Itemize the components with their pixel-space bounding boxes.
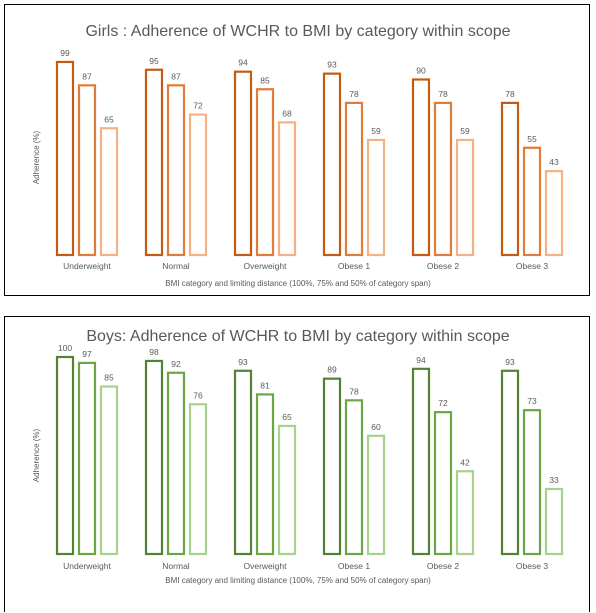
girls-data-label: 94 bbox=[238, 58, 248, 68]
girls-chart-svg: Girls : Adherence of WCHR to BMI by cate… bbox=[32, 23, 564, 288]
boys-bar-obese-2-s1 bbox=[411, 367, 431, 556]
boys-data-label: 92 bbox=[171, 359, 181, 369]
girls-data-label: 95 bbox=[149, 56, 159, 66]
girls-bar-obese-3-s3 bbox=[544, 170, 564, 257]
boys-bar-normal-s3 bbox=[188, 403, 208, 556]
girls-bar-obese-2-s2 bbox=[433, 101, 453, 257]
boys-data-label: 98 bbox=[149, 347, 159, 357]
boys-data-label: 76 bbox=[193, 390, 203, 400]
girls-data-label: 87 bbox=[82, 71, 92, 81]
boys-x-tick-label: Overweight bbox=[244, 561, 288, 571]
boys-data-label: 78 bbox=[349, 386, 359, 396]
boys-data-label: 100 bbox=[58, 343, 72, 353]
girls-bar-underweight-s1 bbox=[55, 60, 75, 257]
girls-data-label: 87 bbox=[171, 71, 181, 81]
girls-bar-obese-1-s2 bbox=[344, 101, 364, 257]
boys-bar-obese-3-s3 bbox=[544, 487, 564, 556]
boys-bar-obese-1-s2 bbox=[344, 399, 364, 556]
boys-data-label: 33 bbox=[549, 475, 559, 485]
boys-bar-obese-1-s1 bbox=[322, 377, 342, 556]
boys-bar-overweight-s3 bbox=[277, 424, 297, 556]
girls-bar-overweight-s2 bbox=[255, 88, 275, 257]
girls-data-label: 59 bbox=[371, 126, 381, 136]
girls-data-label: 78 bbox=[349, 89, 359, 99]
boys-x-tick-label: Normal bbox=[162, 561, 190, 571]
boys-data-label: 60 bbox=[371, 422, 381, 432]
girls-data-label: 90 bbox=[416, 66, 426, 76]
girls-bar-normal-s2 bbox=[166, 84, 186, 257]
girls-bar-obese-1-s1 bbox=[322, 72, 342, 257]
girls-bar-obese-3-s2 bbox=[522, 146, 542, 257]
boys-x-tick-label: Obese 2 bbox=[427, 561, 459, 571]
girls-x-tick-label: Obese 3 bbox=[516, 261, 548, 271]
boys-data-label: 94 bbox=[416, 355, 426, 365]
girls-bar-obese-2-s1 bbox=[411, 78, 431, 257]
boys-data-label: 93 bbox=[238, 357, 248, 367]
boys-x-tick-label: Underweight bbox=[63, 561, 111, 571]
girls-y-axis-label: Adherence (%) bbox=[32, 130, 41, 184]
girls-bar-underweight-s2 bbox=[77, 84, 97, 257]
boys-bar-overweight-s2 bbox=[255, 393, 275, 556]
boys-data-label: 81 bbox=[260, 380, 270, 390]
girls-x-tick-label: Normal bbox=[162, 261, 190, 271]
boys-x-tick-label: Obese 3 bbox=[516, 561, 548, 571]
boys-bar-normal-s2 bbox=[166, 371, 186, 556]
boys-bar-obese-3-s1 bbox=[500, 369, 520, 556]
girls-bar-obese-2-s3 bbox=[455, 138, 475, 257]
girls-bar-obese-3-s1 bbox=[500, 101, 520, 257]
girls-bar-underweight-s3 bbox=[99, 127, 119, 257]
girls-x-tick-label: Obese 1 bbox=[338, 261, 370, 271]
boys-bar-overweight-s1 bbox=[233, 369, 253, 556]
girls-data-label: 68 bbox=[282, 108, 292, 118]
girls-chart-panel: Girls : Adherence of WCHR to BMI by cate… bbox=[4, 4, 590, 296]
girls-data-label: 59 bbox=[460, 126, 470, 136]
girls-data-label: 43 bbox=[549, 157, 559, 167]
girls-x-axis-label: BMI category and limiting distance (100%… bbox=[165, 279, 431, 288]
boys-x-axis-label: BMI category and limiting distance (100%… bbox=[165, 576, 431, 585]
girls-x-tick-label: Underweight bbox=[63, 261, 111, 271]
boys-data-label: 42 bbox=[460, 457, 470, 467]
boys-bar-underweight-s2 bbox=[77, 361, 97, 556]
boys-y-axis-label: Adherence (%) bbox=[32, 428, 41, 482]
girls-chart-title: Girls : Adherence of WCHR to BMI by cate… bbox=[85, 23, 510, 40]
boys-data-label: 89 bbox=[327, 365, 337, 375]
boys-bar-underweight-s3 bbox=[99, 385, 119, 556]
boys-chart-panel: Boys: Adherence of WCHR to BMI by catego… bbox=[4, 316, 590, 612]
girls-bar-overweight-s3 bbox=[277, 121, 297, 257]
girls-data-label: 65 bbox=[104, 114, 114, 124]
boys-x-tick-label: Obese 1 bbox=[338, 561, 370, 571]
girls-bar-overweight-s1 bbox=[233, 70, 253, 257]
girls-data-label: 85 bbox=[260, 75, 270, 85]
boys-data-label: 85 bbox=[104, 373, 114, 383]
girls-data-label: 78 bbox=[438, 89, 448, 99]
boys-data-label: 73 bbox=[527, 396, 537, 406]
boys-bar-underweight-s1 bbox=[55, 355, 75, 556]
boys-chart-title: Boys: Adherence of WCHR to BMI by catego… bbox=[86, 328, 509, 345]
girls-bar-obese-1-s3 bbox=[366, 138, 386, 257]
boys-bar-obese-2-s3 bbox=[455, 470, 475, 556]
girls-data-label: 99 bbox=[60, 48, 70, 58]
girls-bar-normal-s3 bbox=[188, 113, 208, 257]
girls-data-label: 72 bbox=[193, 101, 203, 111]
boys-bar-obese-2-s2 bbox=[433, 411, 453, 556]
boys-data-label: 97 bbox=[82, 349, 92, 359]
boys-data-label: 65 bbox=[282, 412, 292, 422]
girls-x-tick-label: Obese 2 bbox=[427, 261, 459, 271]
boys-bar-obese-3-s2 bbox=[522, 409, 542, 556]
girls-data-label: 55 bbox=[527, 134, 537, 144]
boys-bar-obese-1-s3 bbox=[366, 434, 386, 556]
boys-chart-svg: Boys: Adherence of WCHR to BMI by catego… bbox=[32, 328, 564, 585]
girls-data-label: 78 bbox=[505, 89, 515, 99]
girls-x-tick-label: Overweight bbox=[244, 261, 288, 271]
boys-data-label: 93 bbox=[505, 357, 515, 367]
boys-data-label: 72 bbox=[438, 398, 448, 408]
girls-bar-normal-s1 bbox=[144, 68, 164, 257]
boys-bar-normal-s1 bbox=[144, 359, 164, 556]
girls-data-label: 93 bbox=[327, 60, 337, 70]
